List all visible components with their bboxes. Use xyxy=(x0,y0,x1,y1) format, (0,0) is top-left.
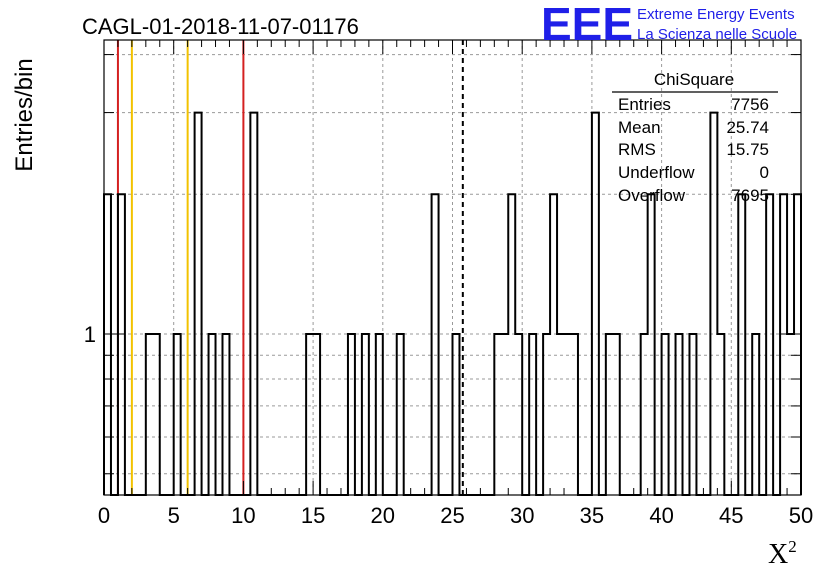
histogram-bin xyxy=(376,334,383,495)
x-tick-label: 45 xyxy=(719,503,743,528)
histogram-bin xyxy=(738,194,745,495)
x-tick-label: 50 xyxy=(789,503,813,528)
logo-line-1: Extreme Energy Events xyxy=(637,6,795,23)
histogram-bin xyxy=(717,334,724,495)
histogram-bin xyxy=(710,113,717,495)
histogram-bin xyxy=(348,334,355,495)
histogram-bin xyxy=(515,334,522,495)
histogram-bin xyxy=(306,334,313,495)
histogram-bin xyxy=(146,334,153,495)
histogram-bin xyxy=(313,334,320,495)
stats-label-overflow: Overflow xyxy=(618,186,686,205)
histogram-bin xyxy=(648,194,655,495)
stats-value-mean: 25.74 xyxy=(726,118,769,137)
x-tick-label: 30 xyxy=(510,503,534,528)
stats-value-overflow: 7695 xyxy=(731,186,769,205)
histogram-bin xyxy=(174,334,181,495)
y-tick-label: 1 xyxy=(84,322,96,347)
x-axis-label-base: X xyxy=(768,539,788,570)
histogram-bin xyxy=(550,194,557,495)
eee-logo: EEE Extreme Energy Events La Scienza nel… xyxy=(541,0,797,50)
stats-label-underflow: Underflow xyxy=(618,163,695,182)
chart-title: CAGL-01-2018-11-07-01176 xyxy=(82,14,359,39)
stats-label-mean: Mean xyxy=(618,118,661,137)
stats-label-rms: RMS xyxy=(618,140,656,159)
histogram-bin xyxy=(641,334,648,495)
tick-layer: 0 5 10 15 20 25 30 35 40 45 50 1 xyxy=(84,40,813,528)
x-axis-label: X2 xyxy=(768,537,797,570)
logo-line-2: La Scienza nelle Scuole xyxy=(637,26,797,43)
histogram-bin xyxy=(153,334,160,495)
histogram-bin xyxy=(195,113,202,495)
stats-value-entries: 7756 xyxy=(731,95,769,114)
stats-header: ChiSquare xyxy=(654,70,734,89)
histogram-bin xyxy=(689,334,696,495)
histogram-bin xyxy=(592,113,599,495)
histogram-bin xyxy=(613,334,620,495)
x-tick-label: 0 xyxy=(98,503,110,528)
histogram-bin xyxy=(222,334,229,495)
histogram-bin xyxy=(432,194,439,495)
histogram-bin xyxy=(787,334,794,495)
histogram-bin xyxy=(794,194,801,495)
histogram-bin xyxy=(508,194,515,495)
x-tick-label: 5 xyxy=(168,503,180,528)
x-tick-label: 35 xyxy=(580,503,604,528)
histogram-bin xyxy=(564,334,571,495)
histogram-bin xyxy=(494,334,501,495)
histogram-bin xyxy=(662,334,669,495)
x-tick-label: 20 xyxy=(371,503,395,528)
logo-mark: EEE xyxy=(541,0,633,50)
histogram-bin xyxy=(397,334,404,495)
histogram-bin xyxy=(766,194,773,495)
histogram-bin xyxy=(543,334,550,495)
stats-box: ChiSquare Entries 7756 Mean 25.74 RMS 15… xyxy=(612,70,778,205)
histogram-bin xyxy=(571,334,578,495)
stats-value-underflow: 0 xyxy=(760,163,769,182)
histogram-bin xyxy=(250,113,257,495)
histogram-bin xyxy=(362,334,369,495)
x-tick-label: 40 xyxy=(649,503,673,528)
histogram-bin xyxy=(606,334,613,495)
histogram-bin xyxy=(529,334,536,495)
histogram-bin xyxy=(780,194,787,495)
y-axis-label: Entries/bin xyxy=(11,58,38,171)
histogram-bin xyxy=(453,334,460,495)
x-tick-label: 25 xyxy=(440,503,464,528)
x-tick-label: 15 xyxy=(301,503,325,528)
x-tick-label: 10 xyxy=(231,503,255,528)
stats-value-rms: 15.75 xyxy=(726,140,769,159)
histogram-bin xyxy=(676,334,683,495)
histogram-bin xyxy=(118,194,125,495)
x-axis-label-superscript: 2 xyxy=(788,537,797,556)
stats-label-entries: Entries xyxy=(618,95,671,114)
histogram-bin xyxy=(104,194,111,495)
histogram-bin xyxy=(209,334,216,495)
histogram-bin xyxy=(752,334,759,495)
histogram-bin xyxy=(501,334,508,495)
histogram-bin xyxy=(557,334,564,495)
